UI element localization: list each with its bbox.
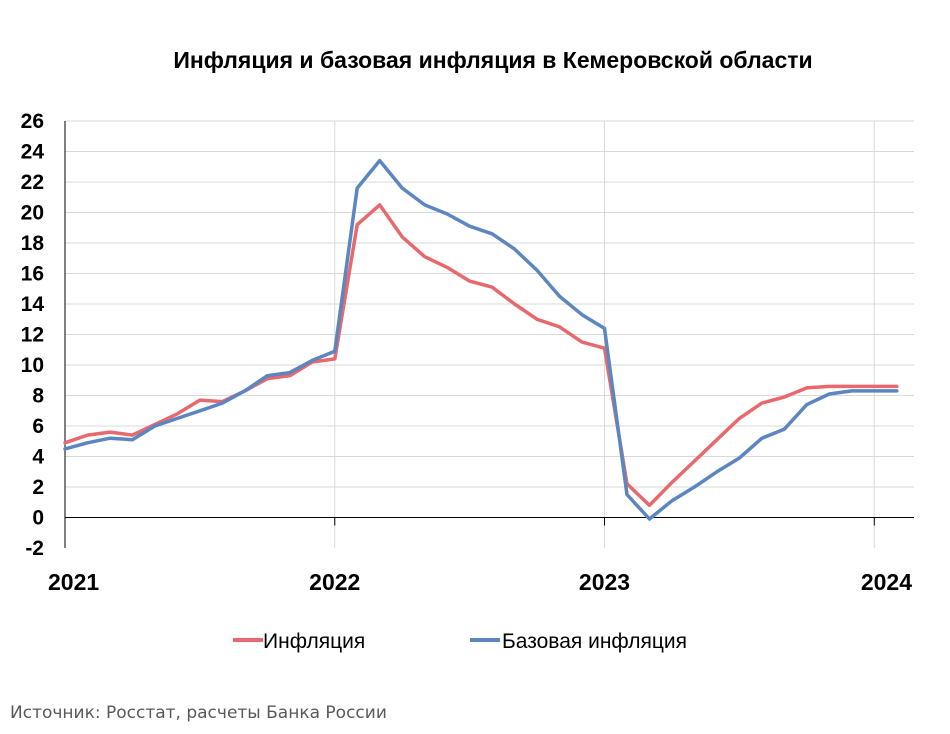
source-note: Источник: Росстат, расчеты Банка России xyxy=(10,703,387,723)
legend: Инфляция Базовая инфляция xyxy=(233,630,687,653)
y-tick-label: 6 xyxy=(32,415,44,438)
core-inflation-line xyxy=(65,161,897,519)
x-tick-label: 2024 xyxy=(861,569,912,595)
y-tick-label: 0 xyxy=(32,507,44,530)
y-tick-label: 20 xyxy=(21,202,44,225)
x-tick-label: 2022 xyxy=(309,569,360,595)
y-tick-label: 14 xyxy=(21,293,45,316)
y-tick-label: 8 xyxy=(32,385,44,408)
x-axis-ticks: 2021 2022 2023 2024 xyxy=(48,569,912,595)
y-tick-label: 10 xyxy=(21,354,44,377)
y-tick-label: 2 xyxy=(32,476,44,499)
legend-label-core-inflation: Базовая инфляция xyxy=(502,630,687,653)
y-tick-label: 22 xyxy=(21,171,44,194)
x-tick-label: 2023 xyxy=(579,569,630,595)
y-tick-label: 18 xyxy=(21,232,45,255)
y-tick-label: 12 xyxy=(21,324,44,347)
y-tick-label: -2 xyxy=(25,537,44,560)
x-tick-label: 2021 xyxy=(48,569,99,595)
y-tick-label: 24 xyxy=(21,141,45,164)
legend-label-inflation: Инфляция xyxy=(263,630,365,653)
chart-title: Инфляция и базовая инфляция в Кемеровско… xyxy=(173,47,812,73)
inflation-line xyxy=(65,205,897,505)
y-tick-label: 16 xyxy=(21,263,44,286)
y-tick-label: 26 xyxy=(21,110,44,133)
series xyxy=(65,161,897,519)
grid xyxy=(65,121,914,548)
y-tick-label: 4 xyxy=(32,446,44,469)
